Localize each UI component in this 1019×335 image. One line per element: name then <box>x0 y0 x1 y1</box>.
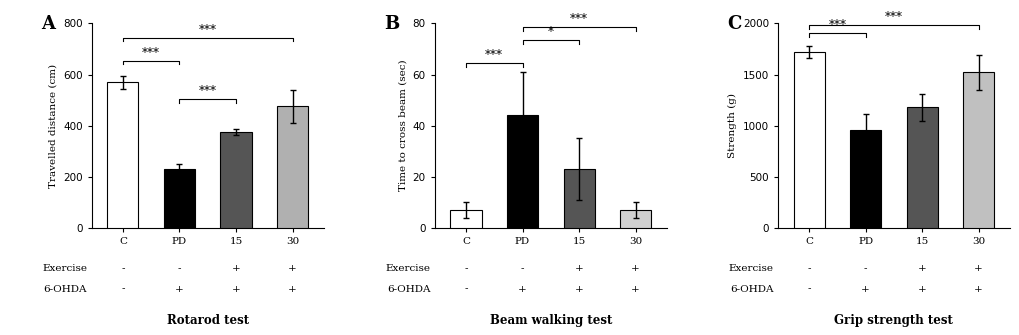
Text: -: - <box>121 264 124 273</box>
Text: 6-OHDA: 6-OHDA <box>730 285 772 293</box>
Text: +: + <box>574 264 583 273</box>
Text: Exercise: Exercise <box>385 264 430 273</box>
Bar <box>506 115 538 228</box>
Text: -: - <box>464 264 468 273</box>
Text: +: + <box>231 285 240 293</box>
Text: +: + <box>287 264 297 273</box>
Bar <box>164 169 195 228</box>
Text: -: - <box>863 264 866 273</box>
Y-axis label: Travelled distance (cm): Travelled distance (cm) <box>49 64 57 188</box>
Text: +: + <box>175 285 183 293</box>
Text: +: + <box>973 285 982 293</box>
Y-axis label: Strength (g): Strength (g) <box>728 93 737 158</box>
Text: +: + <box>574 285 583 293</box>
Bar <box>620 210 650 228</box>
Text: *: * <box>547 26 553 39</box>
Text: +: + <box>917 264 925 273</box>
Bar <box>906 107 936 228</box>
Text: +: + <box>231 264 240 273</box>
Text: ***: *** <box>142 47 160 60</box>
Text: -: - <box>806 285 810 293</box>
Bar <box>793 52 823 228</box>
Bar <box>849 130 880 228</box>
Text: ***: *** <box>199 85 216 98</box>
Text: Exercise: Exercise <box>728 264 772 273</box>
Text: ***: *** <box>485 49 502 62</box>
Text: -: - <box>177 264 181 273</box>
Text: C: C <box>727 15 741 33</box>
Bar <box>277 107 308 228</box>
Text: +: + <box>287 285 297 293</box>
Text: ***: *** <box>199 24 216 37</box>
Text: -: - <box>464 285 468 293</box>
Bar <box>562 169 594 228</box>
Text: +: + <box>917 285 925 293</box>
Text: Exercise: Exercise <box>42 264 87 273</box>
Text: -: - <box>806 264 810 273</box>
Bar <box>107 82 139 228</box>
Text: +: + <box>518 285 527 293</box>
Text: ***: *** <box>884 11 902 24</box>
Text: +: + <box>631 285 639 293</box>
Text: ***: *** <box>827 19 846 32</box>
Text: 6-OHDA: 6-OHDA <box>44 285 87 293</box>
Text: +: + <box>860 285 869 293</box>
Bar <box>220 132 252 228</box>
Text: Rotarod test: Rotarod test <box>166 314 249 327</box>
Bar <box>450 210 481 228</box>
Text: B: B <box>383 15 398 33</box>
Text: -: - <box>121 285 124 293</box>
Text: -: - <box>521 264 524 273</box>
Text: A: A <box>41 15 55 33</box>
Y-axis label: Time to cross beam (sec): Time to cross beam (sec) <box>397 60 407 191</box>
Text: +: + <box>631 264 639 273</box>
Text: Grip strength test: Grip strength test <box>834 314 953 327</box>
Text: 6-OHDA: 6-OHDA <box>386 285 430 293</box>
Text: +: + <box>973 264 982 273</box>
Bar <box>962 72 994 228</box>
Text: Beam walking test: Beam walking test <box>489 314 611 327</box>
Text: ***: *** <box>570 13 588 26</box>
